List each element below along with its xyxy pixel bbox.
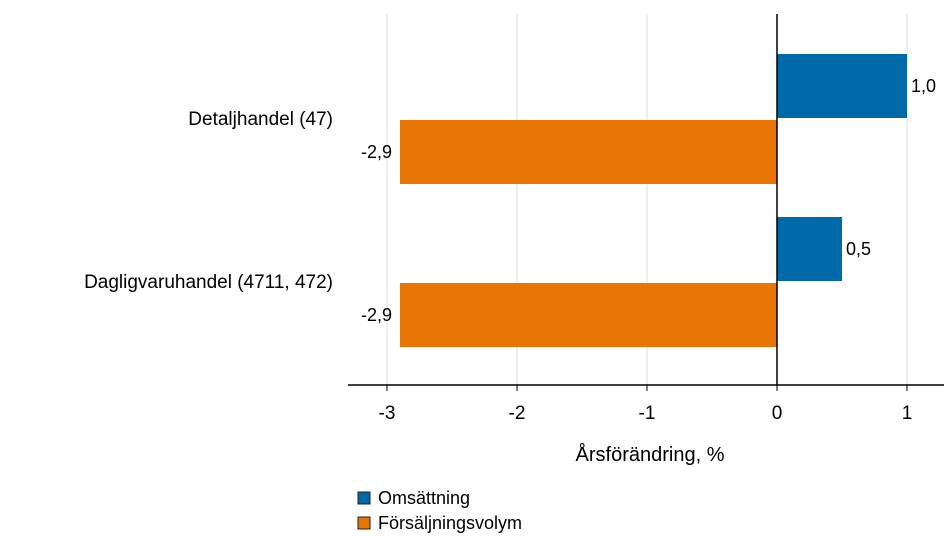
category-label-1: Dagligvaruhandel (4711, 472) — [84, 272, 333, 293]
bar-1-1 — [400, 283, 777, 347]
x-tick-label-2: -1 — [639, 403, 656, 424]
x-tick-label-0: -3 — [379, 403, 396, 424]
legend-label-0: Omsättning — [378, 488, 470, 508]
legend-label-1: Försäljningsvolym — [378, 513, 522, 533]
x-axis-ticks: -3 -2 -1 0 1 — [379, 385, 913, 424]
data-label-1-1: -2,9 — [361, 305, 392, 325]
data-labels: 1,0 -2,9 0,5 -2,9 — [361, 76, 936, 325]
bar-0-0 — [777, 54, 907, 118]
x-tick-label-3: 0 — [772, 403, 783, 424]
bars — [400, 54, 907, 347]
category-labels: Detaljhandel (47) Dagligvaruhandel (4711,… — [84, 109, 333, 293]
category-label-0: Detaljhandel (47) — [188, 109, 333, 130]
data-label-1-0: 0,5 — [846, 239, 871, 259]
x-tick-label-1: -2 — [509, 403, 526, 424]
bar-0-1 — [400, 120, 777, 184]
x-tick-label-4: 1 — [902, 403, 913, 424]
legend: Omsättning Försäljningsvolym — [357, 488, 522, 533]
x-axis-title: Årsförändring, % — [576, 443, 725, 466]
bar-1-0 — [777, 217, 842, 281]
data-label-0-1: -2,9 — [361, 142, 392, 162]
legend-swatch-1 — [357, 516, 371, 530]
legend-swatch-0 — [357, 491, 371, 505]
data-label-0-0: 1,0 — [911, 76, 936, 96]
